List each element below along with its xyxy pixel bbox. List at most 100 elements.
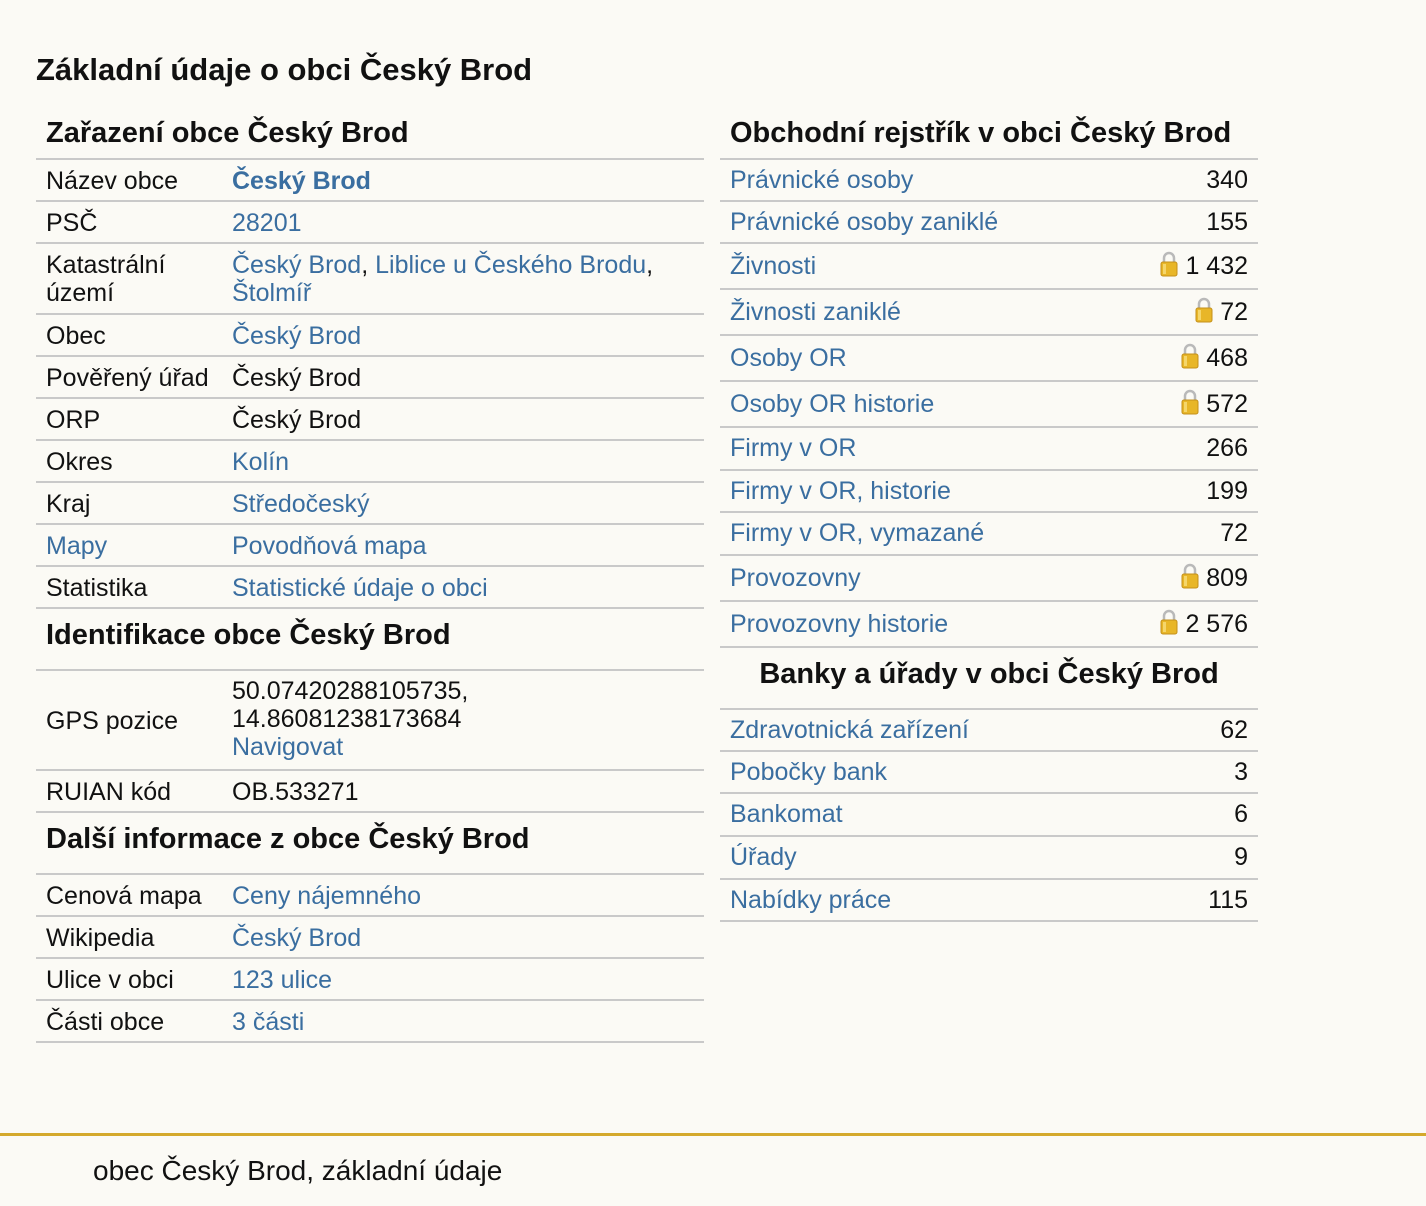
nazev-obce-link[interactable]: Český Brod [232, 167, 371, 195]
katastr-separator: , [361, 251, 376, 279]
obec-link[interactable]: Český Brod [232, 322, 362, 350]
banky-row: Nabídky práce 115 [720, 880, 1258, 922]
obchodni-row-count: 340 [1206, 166, 1248, 195]
row-psc: PSČ 28201 [36, 202, 704, 244]
obchodni-row: Živnosti 1 432 [720, 244, 1258, 290]
katastr-link-3[interactable]: Štolmíř [232, 279, 312, 307]
obchodni-row-value: 2 576 [1185, 609, 1248, 638]
katastr-link-2[interactable]: Liblice u Českého Brodu [375, 251, 647, 279]
obchodni-row-count: 72 [1220, 519, 1248, 548]
obchodni-row-link[interactable]: Živnosti [730, 251, 817, 280]
obchodni-row-value: 468 [1206, 343, 1248, 372]
banky-row: Pobočky bank 3 [720, 752, 1258, 794]
obchodni-row: Provozovny historie 2 576 [720, 602, 1258, 648]
lock-icon[interactable] [1159, 251, 1179, 277]
katastr-values: Český Brod, Liblice u Českého Brodu, Štol… [232, 251, 704, 313]
row-mapy: Mapy Povodňová mapa [36, 525, 704, 567]
row-orp: ORP Český Brod [36, 399, 704, 441]
obchodni-row-link[interactable]: Firmy v OR, historie [730, 476, 951, 505]
banky-row-value: 3 [1234, 757, 1248, 786]
banky-row-value: 115 [1208, 885, 1248, 914]
katastr-separator: , [646, 251, 654, 279]
obchodni-row-count: 72 [1194, 298, 1248, 327]
psc-link[interactable]: 28201 [232, 209, 302, 237]
obchodni-row: Živnosti zaniklé 72 [720, 290, 1258, 336]
obchodni-rejstrik-title: Obchodní rejstřík v obci Český Brod [720, 110, 1258, 160]
page-title: Základní údaje o obci Český Brod [36, 52, 533, 87]
katastr-link-1[interactable]: Český Brod [232, 251, 362, 279]
banky-row-value: 9 [1234, 843, 1248, 871]
lock-icon[interactable] [1159, 609, 1179, 635]
obchodni-row-link[interactable]: Provozovny [730, 563, 861, 592]
obchodni-row-link[interactable]: Osoby OR historie [730, 389, 935, 418]
banky-urady-table: Zdravotnická zařízení 62 Pobočky bank 3 Bank… [720, 710, 1258, 922]
banky-row-link[interactable]: Pobočky bank [730, 757, 888, 786]
obchodni-row-link[interactable]: Provozovny historie [730, 609, 949, 638]
obchodni-row-value: 72 [1220, 519, 1248, 547]
obchodni-row-link[interactable]: Živnosti zaniklé [730, 297, 901, 326]
obchodni-row-link[interactable]: Osoby OR [730, 343, 847, 372]
lock-icon[interactable] [1180, 563, 1200, 589]
katastr-label: Katastrální území [46, 251, 166, 307]
povodnova-mapa-link[interactable]: Povodňová mapa [232, 532, 427, 560]
okres-link[interactable]: Kolín [232, 448, 289, 476]
zarazeni-title: Zařazení obce Český Brod [36, 110, 704, 160]
statistika-link[interactable]: Statistické údaje o obci [232, 574, 488, 602]
lock-icon[interactable] [1180, 389, 1200, 415]
obchodni-row-count: 199 [1206, 477, 1248, 506]
casti-link[interactable]: 3 části [232, 1008, 305, 1036]
obchodni-row-link[interactable]: Právnické osoby [730, 165, 914, 194]
banky-row-value: 62 [1220, 715, 1248, 744]
identifikace-title: Identifikace obce Český Brod [36, 609, 704, 671]
banky-row-link[interactable]: Nabídky práce [730, 885, 892, 914]
banky-row-link[interactable]: Zdravotnická zařízení [730, 715, 969, 744]
row-katastralni-uzemi: Katastrální území Český Brod, Liblice u … [36, 244, 704, 315]
row-povereny-urad: Pověřený úřad Český Brod [36, 357, 704, 399]
footer-text: obec Český Brod, základní údaje [93, 1155, 503, 1186]
row-cenova-mapa: Cenová mapa Ceny nájemného [36, 875, 704, 917]
obchodni-row: Provozovny 809 [720, 556, 1258, 602]
povereny-label: Pověřený úřad [46, 364, 209, 392]
row-kraj: Kraj Středočeský [36, 483, 704, 525]
obchodni-row-link[interactable]: Právnické osoby zaniklé [730, 207, 999, 236]
ulice-label: Ulice v obci [46, 966, 174, 994]
banky-row-link[interactable]: Úřady [730, 843, 797, 871]
mapy-link[interactable]: Mapy [46, 532, 108, 560]
psc-label: PSČ [46, 209, 98, 237]
obchodni-row: Firmy v OR 266 [720, 428, 1258, 471]
navigovat-link[interactable]: Navigovat [232, 733, 344, 761]
lock-icon[interactable] [1194, 297, 1214, 323]
obchodni-row-count: 155 [1206, 208, 1248, 237]
ceny-najemneho-link[interactable]: Ceny nájemného [232, 882, 422, 910]
orp-value: Český Brod [232, 406, 362, 434]
lock-icon[interactable] [1180, 343, 1200, 369]
cenova-label: Cenová mapa [46, 882, 202, 910]
obchodni-row-link[interactable]: Firmy v OR, vymazané [730, 519, 985, 547]
nazev-obce-label: Název obce [46, 167, 179, 195]
footer-divider [0, 1133, 1426, 1136]
row-nazev-obce: Název obce Český Brod [36, 160, 704, 202]
ulice-link[interactable]: 123 ulice [232, 966, 333, 994]
obchodni-row-link[interactable]: Firmy v OR [730, 434, 857, 462]
obchodni-row-count: 266 [1206, 434, 1248, 463]
povereny-value: Český Brod [232, 364, 362, 392]
obchodni-row: Firmy v OR, vymazané 72 [720, 513, 1258, 556]
obchodni-row-value: 72 [1220, 297, 1248, 326]
gps-latitude: 50.07420288105735, [232, 677, 469, 705]
kraj-link[interactable]: Středočeský [232, 490, 370, 518]
obchodni-row-value: 155 [1206, 207, 1248, 236]
row-wikipedia: Wikipedia Český Brod [36, 917, 704, 959]
banky-row: Úřady 9 [720, 837, 1258, 880]
obchodni-row-value: 809 [1206, 563, 1248, 592]
row-ulice: Ulice v obci 123 ulice [36, 959, 704, 1001]
ruian-label: RUIAN kód [46, 778, 172, 806]
row-gps-pozice: GPS pozice 50.07420288105735, 14.8608123… [36, 671, 704, 771]
kraj-label: Kraj [46, 490, 91, 518]
obchodni-rejstrik-table: Právnické osoby 340 Právnické osoby zanikl… [720, 160, 1258, 648]
wikipedia-link[interactable]: Český Brod [232, 924, 362, 952]
banky-urady-title: Banky a úřady v obci Český Brod [720, 648, 1258, 710]
orp-label: ORP [46, 406, 101, 434]
banky-row-link[interactable]: Bankomat [730, 800, 843, 828]
right-column: Obchodní rejstřík v obci Český Brod Práv… [720, 110, 1258, 922]
obchodni-row-count: 809 [1180, 564, 1248, 593]
